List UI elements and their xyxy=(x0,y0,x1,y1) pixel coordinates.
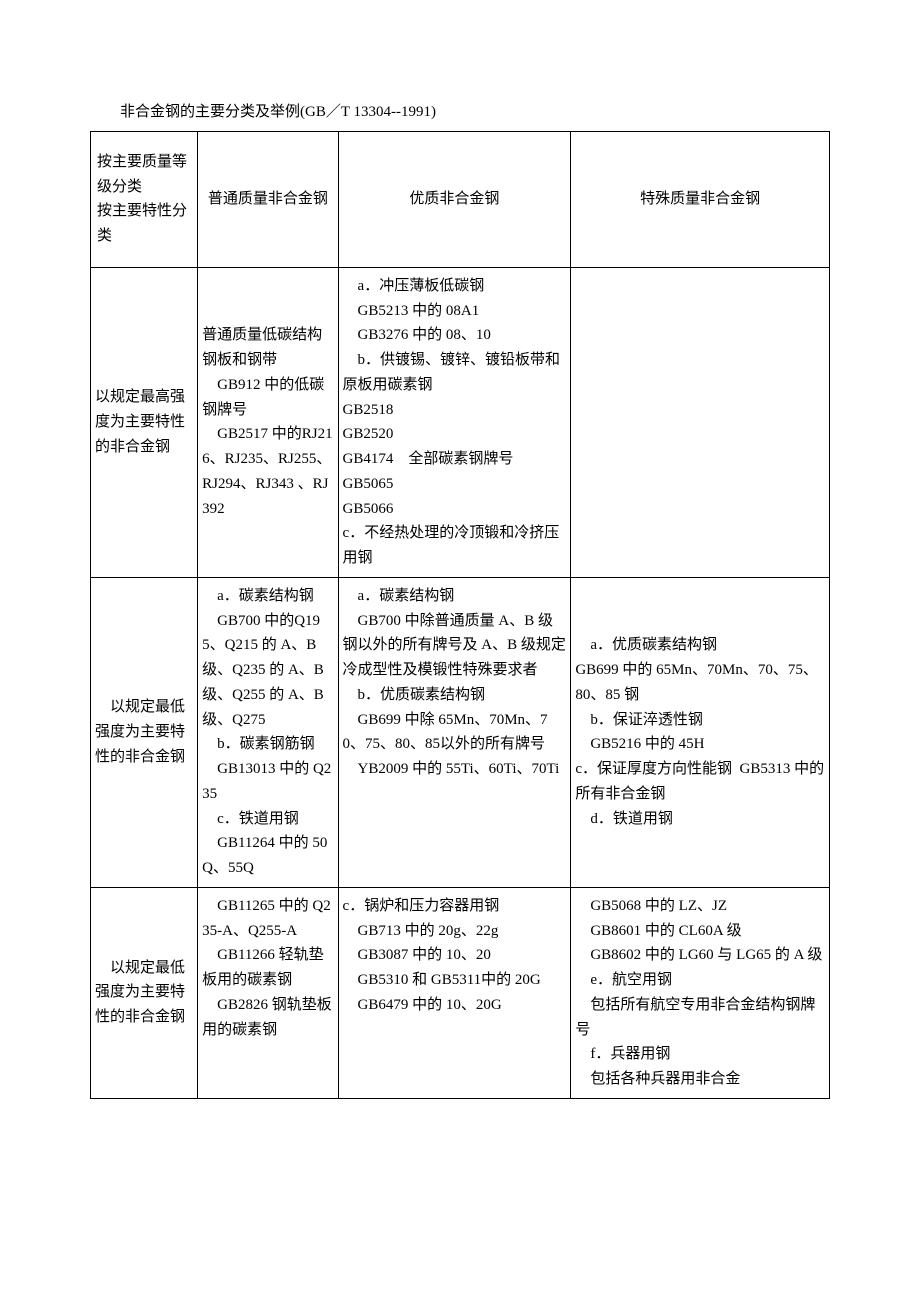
row2-col4: a．优质碳素结构钢 GB699 中的 65Mn、70Mn、70、75、80、85… xyxy=(571,577,830,887)
header-col2-text: 普通质量非合金钢 xyxy=(208,191,328,207)
row1-col3-text: a．冲压薄板低碳钢 GB5213 中的 08A1 GB3276 中的 08、10… xyxy=(343,278,561,566)
header-col2: 普通质量非合金钢 xyxy=(198,131,338,267)
row2-col3-text: a．碳素结构钢 GB700 中除普通质量 A、B 级钢以外的所有牌号及 A、B … xyxy=(343,588,566,777)
header-col1-text: 按主要质量等级分类 按主要特性分类 xyxy=(97,154,187,244)
row2-col1-text: 以规定最低强度为主要特性的非合金钢 xyxy=(95,699,185,765)
row3-col3: c．锅炉和压力容器用钢 GB713 中的 20g、22g GB3087 中的 1… xyxy=(338,887,571,1098)
row3-col4-text: GB5068 中的 LZ、JZ GB8601 中的 CL60A 级 GB8602… xyxy=(575,898,822,1087)
header-col3-text: 优质非合金钢 xyxy=(409,191,499,207)
row3-col3-text: c．锅炉和压力容器用钢 GB713 中的 20g、22g GB3087 中的 1… xyxy=(343,898,541,1013)
row2-col2-text: a．碳素结构钢 GB700 中的Q195、Q215 的 A、B 级、Q235 的… xyxy=(202,588,331,876)
row1-col1: 以规定最高强度为主要特性的非合金钢 xyxy=(91,267,198,577)
header-col4-text: 特殊质量非合金钢 xyxy=(640,191,760,207)
steel-classification-table: 按主要质量等级分类 按主要特性分类 普通质量非合金钢 优质非合金钢 特殊质量非合… xyxy=(90,131,830,1099)
row1-col4 xyxy=(571,267,830,577)
row3-col2-text: GB11265 中的 Q235-A、Q255-A GB11266 轻轨垫板用的碳… xyxy=(202,898,332,1038)
row3-col1: 以规定最低强度为主要特性的非合金钢 xyxy=(91,887,198,1098)
row2-col4-text: a．优质碳素结构钢 GB699 中的 65Mn、70Mn、70、75、80、85… xyxy=(575,637,824,826)
row3-col2: GB11265 中的 Q235-A、Q255-A GB11266 轻轨垫板用的碳… xyxy=(198,887,338,1098)
table-row: 以规定最低强度为主要特性的非合金钢 GB11265 中的 Q235-A、Q255… xyxy=(91,887,830,1098)
row1-col3: a．冲压薄板低碳钢 GB5213 中的 08A1 GB3276 中的 08、10… xyxy=(338,267,571,577)
row2-col1: 以规定最低强度为主要特性的非合金钢 xyxy=(91,577,198,887)
header-col3: 优质非合金钢 xyxy=(338,131,571,267)
row2-col2: a．碳素结构钢 GB700 中的Q195、Q215 的 A、B 级、Q235 的… xyxy=(198,577,338,887)
table-caption: 非合金钢的主要分类及举例(GB／T 13304--1991) xyxy=(90,100,830,125)
table-header-row: 按主要质量等级分类 按主要特性分类 普通质量非合金钢 优质非合金钢 特殊质量非合… xyxy=(91,131,830,267)
row3-col4: GB5068 中的 LZ、JZ GB8601 中的 CL60A 级 GB8602… xyxy=(571,887,830,1098)
table-row: 以规定最高强度为主要特性的非合金钢 普通质量低碳结构钢板和钢带 GB912 中的… xyxy=(91,267,830,577)
row2-col3: a．碳素结构钢 GB700 中除普通质量 A、B 级钢以外的所有牌号及 A、B … xyxy=(338,577,571,887)
table-row: 以规定最低强度为主要特性的非合金钢 a．碳素结构钢 GB700 中的Q195、Q… xyxy=(91,577,830,887)
row1-col2-text: 普通质量低碳结构钢板和钢带 GB912 中的低碳钢牌号 GB2517 中的RJ2… xyxy=(202,327,332,516)
row1-col2: 普通质量低碳结构钢板和钢带 GB912 中的低碳钢牌号 GB2517 中的RJ2… xyxy=(198,267,338,577)
row3-col1-text: 以规定最低强度为主要特性的非合金钢 xyxy=(95,960,185,1026)
row1-col1-text: 以规定最高强度为主要特性的非合金钢 xyxy=(95,389,185,455)
header-col4: 特殊质量非合金钢 xyxy=(571,131,830,267)
header-col1: 按主要质量等级分类 按主要特性分类 xyxy=(91,131,198,267)
